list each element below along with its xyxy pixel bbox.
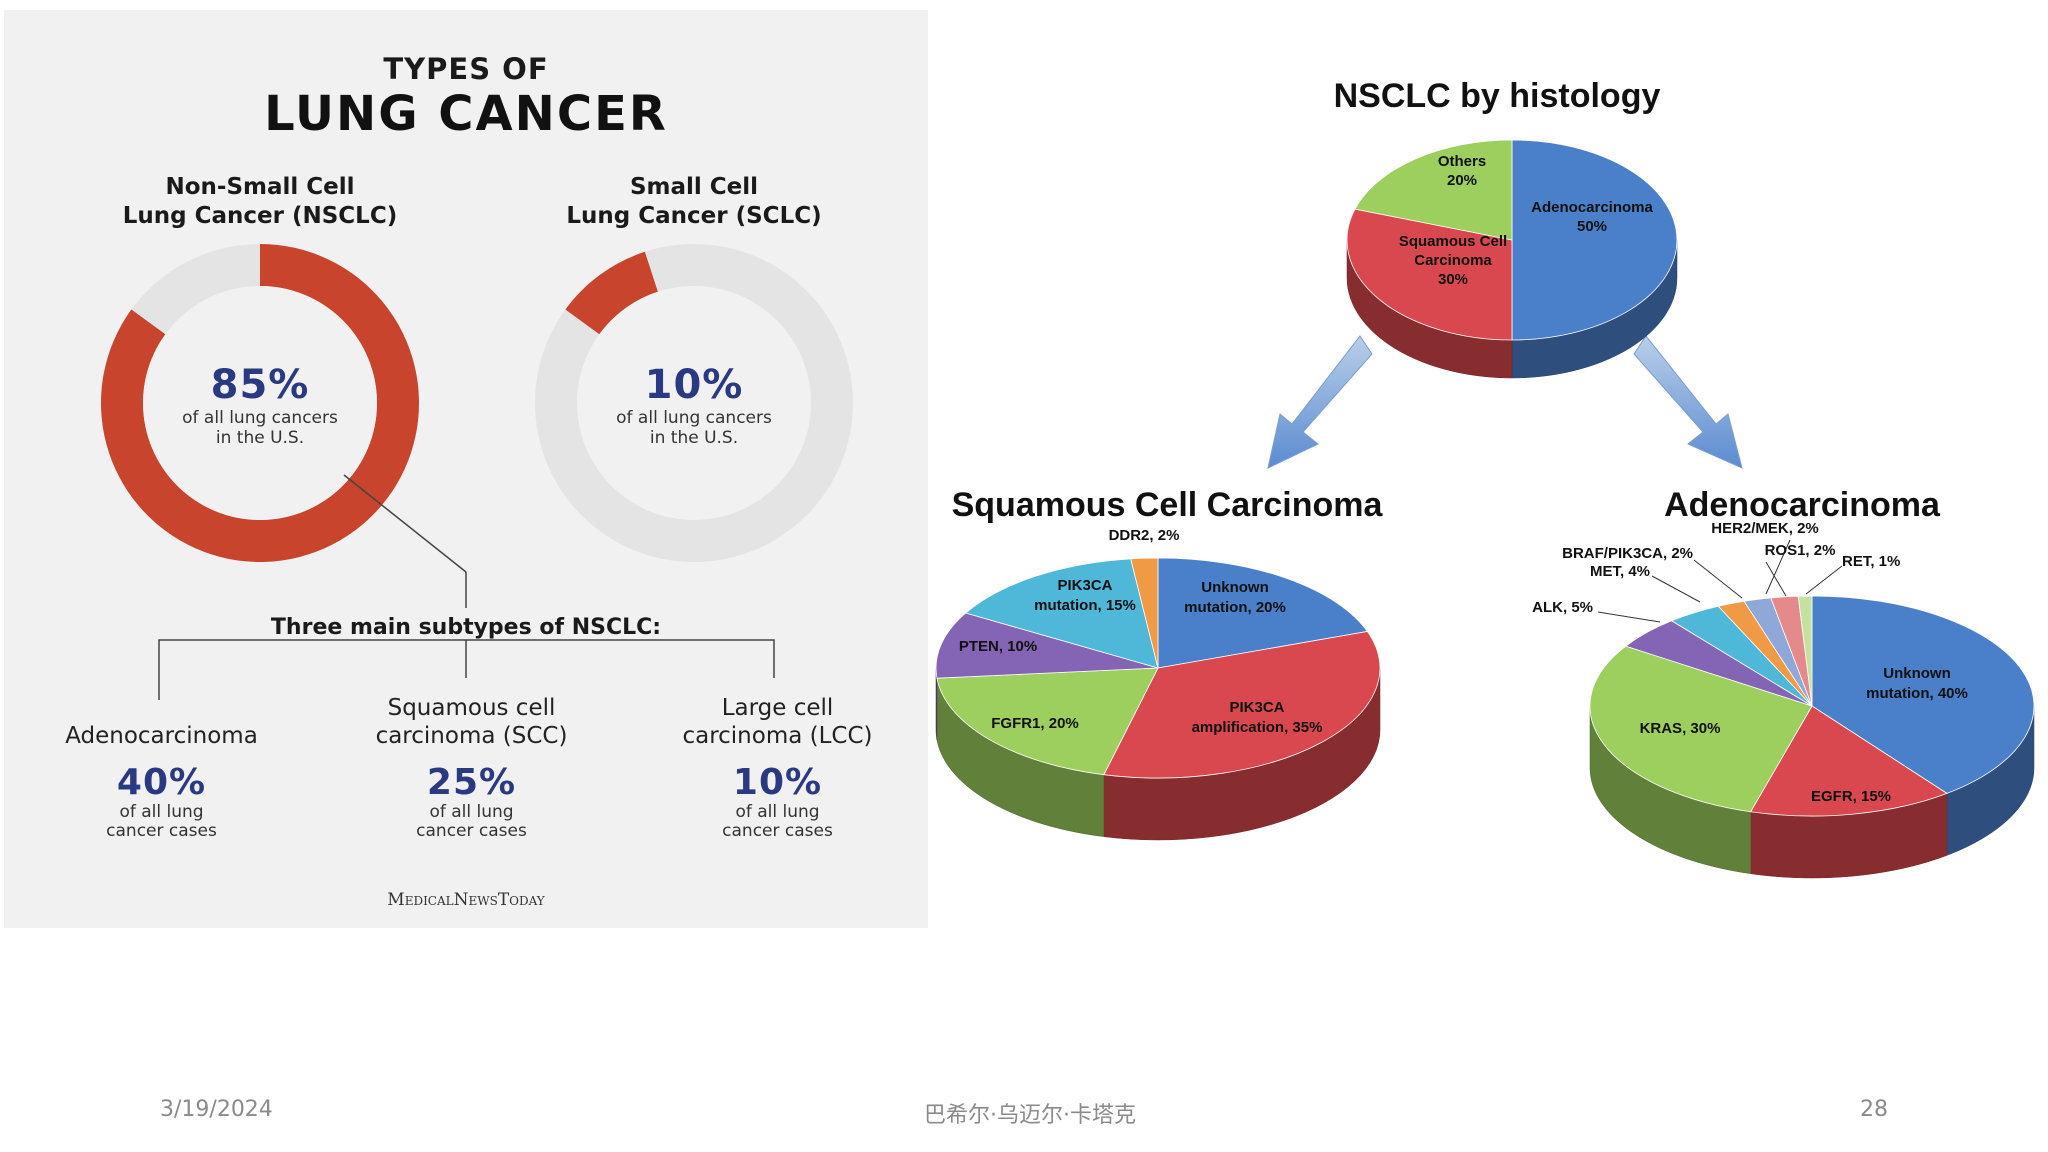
subtype-scc-percent: 25% [426,762,517,803]
pie-0-label: Others 20% [1438,153,1486,189]
pie-2-slice [1589,645,1813,813]
sclc-note-line1: of all lung cancers [616,408,772,428]
pie-2-label: MET, 4% [1590,563,1650,580]
pie-1-slice [1103,631,1381,779]
subtype-scc-name1: Squamous cell [387,695,556,721]
subtype-lcc-percent: 10% [732,762,823,803]
nsclc-header-line1: Non-Small Cell [165,174,355,200]
pie-chart-2: Unknown mutation, 40% EGFR, 15% KRAS, 30% AL… [1532,520,2035,879]
subtype-lcc-note2: cancer cases [722,821,833,841]
subtype-scc-note2: cancer cases [416,821,527,841]
sclc-header-line2: Lung Cancer (SCLC) [566,203,822,229]
pie-2-leader-line [1765,539,1791,595]
sclc-donut-arc [565,251,658,335]
pie-2-label: ROS1, 2% [1765,542,1836,559]
nsclc-note-line2: in the U.S. [215,428,305,448]
pie-2-leader-line [1805,565,1843,595]
nsclc-percent: 85% [210,362,310,408]
pie-2-label: BRAF/PIK3CA, 2% [1562,545,1693,562]
pie-2-label: EGFR, 15% [1811,788,1891,805]
connector-line [343,474,467,573]
pie-2-slice [1750,705,1948,817]
pie-1-label: PTEN, 10% [959,638,1037,655]
infographic-title-small: TYPES OF [383,52,549,86]
sclc-note-line2: in the U.S. [649,428,739,448]
subtype-scc-name2: carcinoma (SCC) [375,723,568,749]
nsclc-header-line2: Lung Cancer (NSCLC) [122,203,398,229]
subtype-adeno-percent: 40% [116,762,207,803]
chart-title-histology: NSCLC by histology [1334,77,1661,115]
subtypes-heading: Three main subtypes of NSCLC: [270,615,662,640]
subtype-lcc-name1: Large cell [721,695,834,721]
subtype-adeno-note2: cancer cases [106,821,217,841]
pie-1-label: DDR2, 2% [1109,527,1180,544]
pie-2-leader-line [1765,561,1787,597]
subtype-lcc-note1: of all lung [735,802,820,822]
pie-2-leader-line [1597,611,1661,623]
subtype-adeno-name: Adenocarcinoma [65,723,258,749]
pie-chart-1: Unknown mutation, 20% PIK3CA amplification,… [935,527,1381,841]
pie-0-slice [1354,139,1513,241]
pie-1-label: PIK3CA amplification, 35% [1192,699,1323,736]
sclc-percent: 10% [644,362,744,408]
chart-title-squamous: Squamous Cell Carcinoma [952,486,1384,524]
subtype-scc-note1: of all lung [429,802,514,822]
pie-2-label: KRAS, 30% [1640,720,1721,737]
nsclc-note-line1: of all lung cancers [182,408,338,428]
nsclc-donut-hole [143,286,377,520]
pie-1-slice [1130,557,1159,669]
pie-2-label: RET, 1% [1842,553,1900,570]
pie-2-leader-line [1693,559,1743,599]
pie-1-label: FGFR1, 20% [991,715,1079,732]
medical-news-today-logo: MedicalNewsToday [387,890,545,910]
donut-rings [100,244,853,700]
sclc-donut-hole [577,286,811,520]
footer-author: 巴希尔·乌迈尔·卡塔克 [924,1103,1136,1128]
footer-page-number: 28 [1860,1097,1888,1122]
pie-1-slice [936,667,1159,776]
pie-0-label: Squamous Cell Carcinoma 30% [1399,233,1507,288]
pie-2-label: Unknown mutation, 40% [1866,665,1968,702]
pie-2-slice [1811,595,2035,794]
pie-1-label: Unknown mutation, 20% [1184,579,1286,616]
chart-title-adeno: Adenocarcinoma [1664,486,1941,524]
pie-2-label: HER2/MEK, 2% [1711,520,1819,537]
infographic-title-big: LUNG CANCER [264,86,668,142]
pie-1-slice [964,558,1159,669]
arrow-to-adeno-icon [1633,335,1743,469]
footer-date: 3/19/2024 [160,1097,273,1122]
pie-0-slice [1346,208,1513,341]
subtype-lcc-name2: carcinoma (LCC) [682,723,873,749]
arrow-to-squamous-icon [1267,335,1373,469]
subtype-adeno-note1: of all lung [119,802,204,822]
pie-1-label: PIK3CA mutation, 15% [1034,577,1136,614]
pie-2-slice [1797,595,1813,707]
pie-0-label: Adenocarcinoma 50% [1531,199,1653,235]
pie-0-slice [1511,139,1678,341]
pie-2-label: ALK, 5% [1532,599,1593,616]
pie-chart-0: Adenocarcinoma 50% Squamous Cell Carcinoma 3… [1346,139,1678,379]
pie-2-leader-line [1651,575,1701,603]
pie-1-slice [935,612,1159,679]
lung-cancer-infographic: TYPES OF LUNG CANCER Non-Small Cell Lung… [4,10,928,928]
sclc-header-line1: Small Cell [629,174,759,200]
